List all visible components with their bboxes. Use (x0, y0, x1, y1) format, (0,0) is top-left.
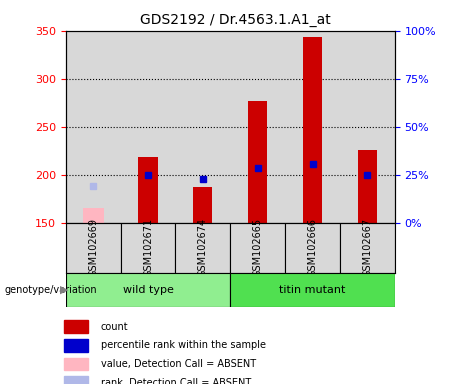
Bar (66, 223, 121, 273)
Text: GSM102671: GSM102671 (143, 218, 153, 277)
Bar (63, 339, 88, 351)
Text: value, Detection Call = ABSENT: value, Detection Call = ABSENT (101, 359, 256, 369)
Bar (248, 101, 267, 223)
Bar (303, 38, 322, 223)
Text: GSM102667: GSM102667 (362, 218, 372, 277)
Text: titin mutant: titin mutant (279, 285, 346, 295)
Text: count: count (101, 322, 128, 332)
Text: wild type: wild type (123, 285, 173, 295)
Bar (230, 273, 395, 307)
Bar (193, 187, 212, 223)
Bar (63, 320, 88, 333)
Bar (66, 273, 230, 307)
Bar (230, 223, 285, 273)
Text: ▶: ▶ (60, 285, 69, 295)
Text: GSM102669: GSM102669 (88, 218, 98, 277)
Bar (285, 223, 340, 273)
Text: genotype/variation: genotype/variation (5, 285, 97, 295)
Text: GDS2192 / Dr.4563.1.A1_at: GDS2192 / Dr.4563.1.A1_at (140, 13, 330, 27)
Text: percentile rank within the sample: percentile rank within the sample (101, 340, 266, 350)
Bar (139, 157, 157, 223)
Bar (121, 223, 175, 273)
Text: rank, Detection Call = ABSENT: rank, Detection Call = ABSENT (101, 377, 251, 384)
Text: GSM102674: GSM102674 (198, 218, 208, 277)
Bar (63, 358, 88, 370)
Bar (83, 208, 104, 223)
Bar (175, 223, 230, 273)
Bar (63, 376, 88, 384)
Bar (340, 223, 395, 273)
Text: GSM102665: GSM102665 (253, 218, 263, 277)
Text: GSM102666: GSM102666 (307, 218, 318, 277)
Bar (358, 150, 377, 223)
